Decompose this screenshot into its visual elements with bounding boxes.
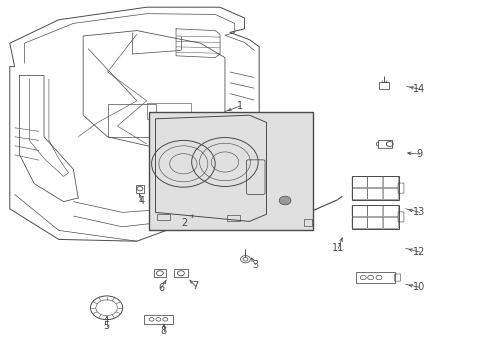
Text: 13: 13 — [412, 207, 425, 217]
Text: 12: 12 — [412, 247, 425, 257]
Text: 10: 10 — [412, 282, 425, 292]
Text: 11: 11 — [331, 243, 344, 253]
Text: 2: 2 — [182, 218, 187, 228]
Text: 6: 6 — [158, 283, 164, 293]
Text: 7: 7 — [192, 281, 198, 291]
Text: 1: 1 — [236, 101, 242, 111]
Text: 8: 8 — [161, 326, 166, 336]
Text: 4: 4 — [139, 196, 144, 206]
FancyBboxPatch shape — [149, 112, 312, 230]
Text: 14: 14 — [412, 84, 425, 94]
Text: 3: 3 — [252, 260, 258, 270]
Text: 5: 5 — [103, 321, 109, 331]
Text: 9: 9 — [416, 149, 422, 159]
Circle shape — [279, 196, 290, 205]
